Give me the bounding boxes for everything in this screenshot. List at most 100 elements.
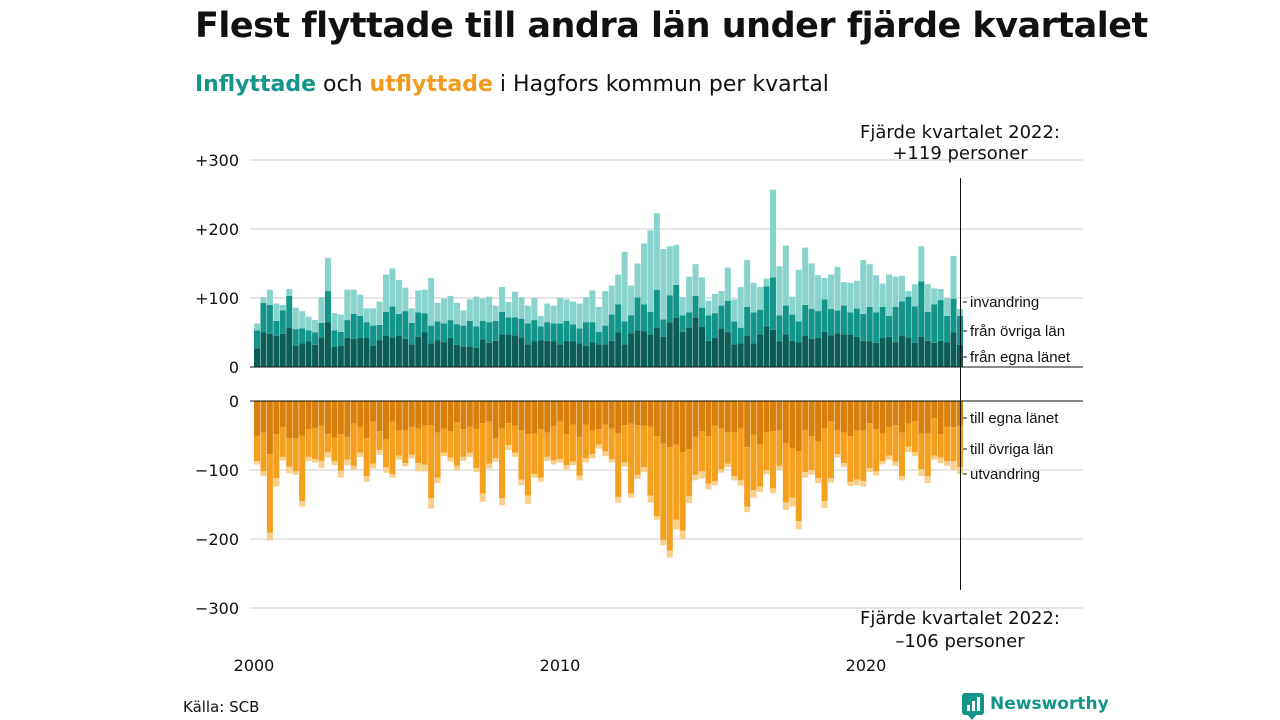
bar-in-invandring [744,260,751,307]
bar-in-ovriga [705,315,712,341]
bar-in-ovriga [718,305,725,329]
bar-in-ovriga [357,315,364,339]
bar-out-ovriga [815,441,822,479]
bar-out-utvandring [628,493,635,498]
bar-in-egna [699,326,706,367]
bar-in-invandring [511,291,518,318]
bar-in-ovriga [744,306,751,336]
bar-in-egna [744,335,751,367]
bar-in-egna [647,334,654,367]
annotation-bottom-line1: Fjärde kvartalet 2022: [860,608,1060,629]
bar-out-ovriga [395,430,402,456]
bar-out-ovriga [408,427,415,455]
bar-in-invandring [634,263,641,298]
bar-out-egna [828,401,835,422]
bar-in-invandring [589,290,596,323]
bar-out-utvandring [518,479,525,486]
bar-in-invandring [789,296,796,315]
bar-out-egna [711,401,718,426]
bar-in-egna [776,341,783,367]
bar-out-ovriga [537,429,544,478]
bar-in-egna [737,343,744,367]
bar-out-ovriga [724,432,731,464]
bar-out-utvandring [370,463,377,469]
bar-in-egna [931,342,938,367]
bar-in-ovriga [557,323,564,345]
bar-out-ovriga [673,444,680,520]
bar-in-egna [950,332,957,367]
bar-in-egna [299,343,306,367]
bar-out-egna [892,401,899,426]
bar-in-invandring [337,314,344,332]
bar-in-egna [312,344,319,367]
bar-in-egna [395,335,402,367]
bar-out-ovriga [486,421,493,464]
bar-in-ovriga [460,325,467,347]
bar-in-invandring [731,299,738,322]
bar-in-ovriga [944,315,951,343]
bar-in-ovriga [737,327,744,344]
bar-out-utvandring [815,478,822,484]
bar-in-ovriga [466,320,473,347]
annotation-top-line1: Fjärde kvartalet 2022: [860,122,1060,143]
bar-in-egna [718,328,725,367]
bar-in-invandring [305,316,312,331]
bar-out-ovriga [840,432,847,464]
bar-out-utvandring [918,469,925,477]
bar-out-ovriga [563,434,570,466]
bar-out-utvandring [492,458,499,462]
bar-out-utvandring [453,465,460,471]
chart-title: Flest flyttade till andra län under fjär… [195,6,1148,46]
bar-in-invandring [808,263,815,310]
bar-in-ovriga [873,312,880,343]
bar-in-egna [292,345,299,367]
bar-in-egna [944,342,951,367]
bar-in-ovriga [802,304,809,336]
bar-out-utvandring [808,470,815,475]
chart-subtitle: Inflyttade och utflyttade i Hagfors komm… [195,72,829,97]
bar-in-ovriga [660,319,667,337]
bar-in-invandring [389,268,396,307]
bar-in-egna [602,344,609,367]
bar-in-ovriga [834,310,841,334]
bar-in-invandring [918,246,925,282]
bar-out-utvandring [686,496,693,504]
bar-in-egna [357,338,364,367]
source-label: Källa: SCB [183,698,260,716]
y-tick-label: −300 [195,599,239,618]
bar-out-egna [718,401,725,429]
bar-in-egna [434,340,441,367]
bar-out-utvandring [886,455,893,460]
bar-out-egna [260,401,267,433]
bar-in-ovriga [699,307,706,327]
bar-in-egna [537,340,544,367]
bar-out-egna [860,401,867,431]
bar-in-invandring [866,264,873,307]
bar-out-ovriga [660,443,667,540]
bar-out-utvandring [660,539,667,546]
bar-out-egna [563,401,570,435]
bar-out-ovriga [847,436,854,482]
y-tick-label: +300 [195,151,239,170]
bar-in-egna [344,338,351,367]
bar-in-ovriga [260,302,267,333]
bar-in-invandring [763,278,770,287]
bar-in-ovriga [382,311,389,336]
bar-in-invandring [331,313,338,331]
bar-out-egna [866,401,873,424]
bar-in-ovriga [337,331,344,346]
bar-out-utvandring [324,452,331,458]
bar-out-egna [918,401,925,434]
legend-label-in: invandring [970,294,1039,311]
bar-in-invandring [911,284,918,307]
bar-out-ovriga [421,425,428,465]
bar-out-egna [879,401,886,434]
brand-logo[interactable]: Newsworthy [962,693,1109,720]
bar-out-egna [524,401,531,435]
y-tick-label: 0 [229,392,239,411]
bar-in-ovriga [731,321,738,345]
bar-out-utvandring [344,459,351,466]
bar-in-ovriga [331,330,338,347]
bar-out-egna [628,401,635,424]
legend-label-out: utvandring [970,466,1040,483]
